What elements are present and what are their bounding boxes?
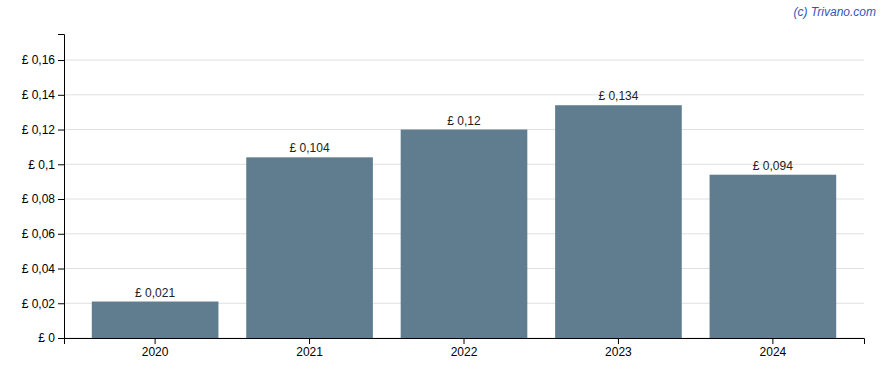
y-tick-label: £ 0 [38,331,55,345]
y-tick-label: £ 0,02 [22,297,56,311]
plot: £ 0£ 0,02£ 0,04£ 0,06£ 0,08£ 0,1£ 0,12£ … [22,35,865,359]
y-tick: £ 0,12 [22,123,64,137]
y-axis-line [58,35,65,339]
y-axis: £ 0 £ 0,02 £ 0,04 £ 0,06 £ 0,08 £ 0,1 £ 0,12 £ … [22,35,65,346]
x-tick: 2022 [451,338,478,359]
y-tick: £ 0,04 [22,262,64,276]
x-tick-label: 2021 [296,345,323,359]
x-tick: 2021 [296,338,323,359]
y-tick: £ 0 [38,331,64,345]
y-tick: £ 0,08 [22,192,64,206]
data-label: £ 0,12 [447,114,481,128]
x-tick-mark [155,338,156,344]
y-tick: £ 0,02 [22,297,64,311]
y-tick-mark [58,60,64,61]
x-tick-mark [618,338,619,344]
x-tick-label: 2023 [605,345,632,359]
y-tick-mark [58,130,64,131]
data-label: £ 0,094 [753,159,793,173]
x-tick-label: 2022 [451,345,478,359]
data-label: £ 0,134 [598,89,638,103]
x-axis: 2020 2021 2022 2023 2024 [65,338,865,359]
y-tick-label: £ 0,1 [28,158,55,172]
y-tick-mark [58,338,64,339]
x-tick-mark [464,338,465,344]
y-tick: £ 0,14 [22,88,64,102]
data-label: £ 0,021 [135,286,175,300]
data-label: £ 0,104 [290,141,330,155]
y-tick-label: £ 0,14 [22,88,56,102]
y-tick: £ 0,06 [22,227,64,241]
bar [555,105,682,338]
y-tick-label: £ 0,06 [22,227,56,241]
y-tick-mark [58,199,64,200]
y-tick: £ 0,1 [28,158,64,172]
y-tick-label: £ 0,16 [22,53,56,67]
data-labels: £ 0,021 £ 0,104 £ 0,12 £ 0,134 £ 0,094 [135,89,793,299]
grid-line [64,94,864,95]
y-tick-mark [58,95,64,96]
grid-line [64,60,864,61]
x-axis-line [65,339,865,345]
x-tick-mark [309,338,310,344]
x-tick-label: 2024 [760,345,787,359]
y-tick-mark [58,269,64,270]
x-tick-mark [772,338,773,344]
y-tick: £ 0,16 [22,53,64,67]
x-tick: 2020 [142,338,169,359]
y-tick-mark [58,303,64,304]
x-tick: 2023 [605,338,632,359]
y-tick-label: £ 0,12 [22,123,56,137]
bar [246,157,373,338]
chart: £ 0£ 0,02£ 0,04£ 0,06£ 0,08£ 0,1£ 0,12£ … [0,0,888,370]
y-tick-label: £ 0,08 [22,192,56,206]
y-tick-label: £ 0,04 [22,262,56,276]
bar [710,175,837,338]
x-tick: 2024 [760,338,787,359]
y-tick-mark [58,164,64,165]
bar [92,302,219,338]
bar [401,130,528,338]
grid [64,60,864,338]
x-tick-label: 2020 [142,345,169,359]
bars [92,105,836,338]
annotation: (c) Trivano.com [794,5,876,19]
y-tick-mark [58,234,64,235]
